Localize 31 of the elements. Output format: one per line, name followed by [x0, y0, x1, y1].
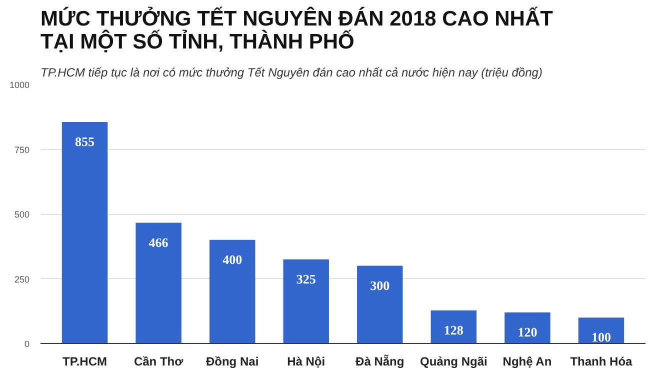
chart-title: MỨC THƯỞNG TẾT NGUYÊN ĐÁN 2018 CAO NHẤT TẠI MỘT SỐ TỈNH, THÀNH PHỐ: [40, 6, 554, 54]
data-label: 466: [148, 234, 169, 250]
bar: [430, 310, 477, 344]
bar: [504, 312, 550, 344]
y-tick-label: 0: [24, 339, 30, 349]
x-tick-label: Cần Thơ: [134, 354, 184, 368]
x-tick-label: Hà Nội: [287, 354, 326, 368]
x-tick-label: Đồng Nai: [206, 354, 259, 368]
x-tick-label: TP.HCM: [62, 354, 107, 368]
y-tick-label: 750: [14, 144, 30, 155]
data-label: 128: [444, 322, 464, 338]
x-tick-label: Quảng Ngãi: [420, 354, 488, 368]
x-tick-label: Đà Nẵng: [356, 354, 404, 368]
bar: [62, 122, 108, 344]
bar: [136, 222, 182, 344]
bar: [357, 266, 403, 344]
data-label: 100: [591, 330, 611, 345]
y-tick-label: 250: [14, 274, 30, 284]
y-tick-label: 1000: [9, 80, 30, 90]
bar: [283, 259, 329, 344]
chart-subtitle: TP.HCM tiếp tục là nơi có mức thưởng Tết Nguyên đán cao nhất cả nước hiện nay (triệu đồng): [40, 66, 542, 80]
x-tick-label: Thanh Hóa: [570, 354, 633, 368]
data-label: 855: [75, 134, 96, 150]
bar: [578, 318, 624, 344]
data-label: 400: [222, 252, 242, 267]
data-label: 300: [370, 278, 390, 293]
data-label: 325: [296, 271, 316, 286]
x-tick-label: Nghệ An: [502, 354, 552, 368]
data-label: 120: [518, 324, 538, 340]
y-tick-label: 500: [14, 210, 30, 220]
bar: [209, 240, 256, 344]
